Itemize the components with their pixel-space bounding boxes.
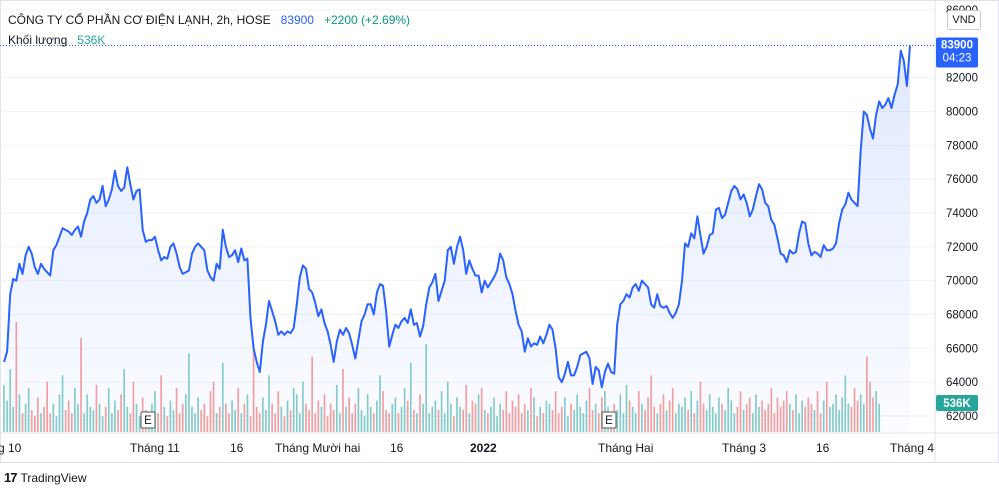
x-tick-label: g 10 <box>0 441 22 455</box>
volume-label: Khối lượng <box>8 33 68 47</box>
y-tick-label: 78000 <box>946 140 978 152</box>
y-tick-label: 80000 <box>946 107 978 119</box>
y-tick-label: 82000 <box>946 73 978 85</box>
x-tick-label: 2022 <box>470 441 497 455</box>
price-change: +2200 (+2.69%) <box>323 13 411 27</box>
x-tick-label: Tháng 3 <box>722 441 766 455</box>
x-tick-label: Tháng 4 <box>890 441 934 455</box>
currency-button[interactable]: VND <box>947 10 981 30</box>
x-tick-label: 16 <box>390 441 404 455</box>
x-tick-label: Tháng 11 <box>130 441 180 455</box>
earnings-marker <box>601 411 617 429</box>
y-tick-label: 64000 <box>946 377 978 389</box>
price-line <box>3 45 911 389</box>
y-tick-label: 70000 <box>946 276 978 288</box>
price-badge-time: 04:23 <box>943 53 972 65</box>
volume-badge-value: 536K <box>943 398 971 410</box>
y-tick-label: 66000 <box>946 343 978 355</box>
price-badge <box>936 37 978 68</box>
footer[interactable]: 17 TradingView <box>4 470 87 485</box>
x-tick-label: 16 <box>816 441 830 455</box>
price-badge-value: 83900 <box>941 40 973 52</box>
x-tick-label: 16 <box>230 441 244 455</box>
y-tick-label: 68000 <box>946 310 978 322</box>
price-chart[interactable]: 62000 64000 66000 68000 70000 72000 74000 76000… <box>0 0 999 463</box>
symbol-title: CÔNG TY CỔ PHẦN CƠ ĐIỆN LẠNH, 2h, HOSE <box>8 13 271 27</box>
volume-badge <box>936 395 978 411</box>
last-price: 83900 <box>280 13 314 27</box>
x-tick-label: Tháng Hai <box>598 441 653 455</box>
y-axis[interactable]: 62000 64000 66000 68000 70000 72000 74000 76000… <box>946 5 978 423</box>
x-tick-label: Tháng Mười hai <box>275 441 360 455</box>
chart-legend: CÔNG TY CỔ PHẦN CƠ ĐIỆN LẠNH, 2h, HOSE 8… <box>8 10 410 50</box>
volume-value: 536K <box>77 33 106 47</box>
x-axis[interactable]: g 10 Tháng 11 16 Tháng Mười hai 16 2022 Tháng … <box>0 441 934 455</box>
tradingview-logo-icon: 17 <box>4 470 18 485</box>
y-tick-label: 72000 <box>946 242 978 254</box>
y-tick-label: 74000 <box>946 208 978 220</box>
price-area <box>4 45 910 432</box>
volume-bar <box>3 384 5 432</box>
y-tick-label: 62000 <box>946 411 978 423</box>
earnings-marker-label: E <box>605 415 613 427</box>
y-tick-label: 76000 <box>946 174 978 186</box>
tradingview-brand[interactable]: TradingView <box>20 470 87 485</box>
earnings-marker-label: E <box>144 415 152 427</box>
earnings-marker <box>140 411 156 429</box>
